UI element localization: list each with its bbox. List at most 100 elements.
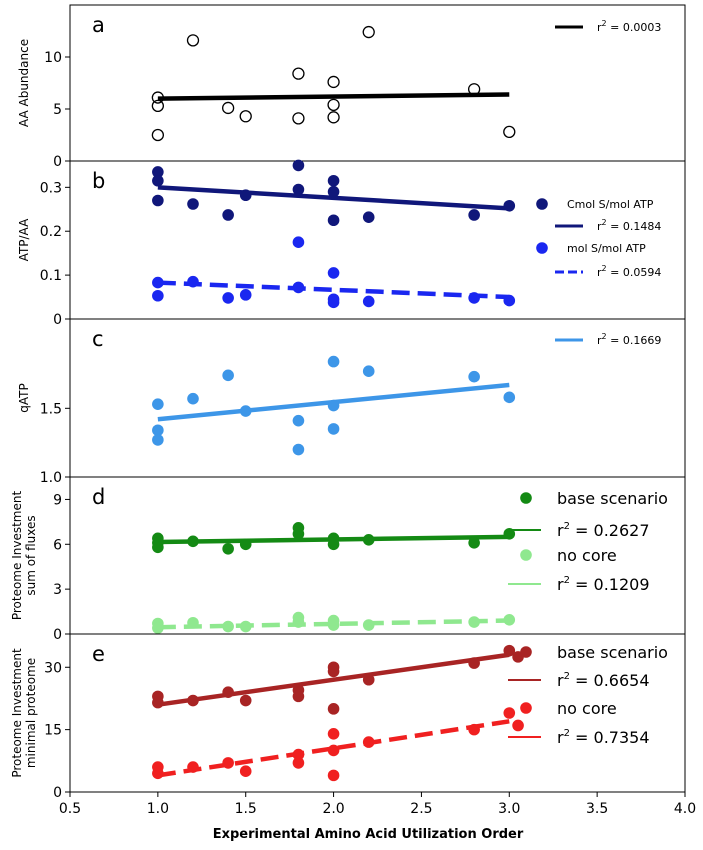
data-point xyxy=(468,209,480,221)
data-point xyxy=(327,98,340,111)
y-tick-label: 3 xyxy=(53,582,62,598)
data-point xyxy=(239,620,252,633)
data-point xyxy=(222,686,234,699)
data-point xyxy=(151,99,165,113)
data-point xyxy=(468,370,480,383)
data-point xyxy=(503,707,516,719)
y-tick-label: 30 xyxy=(44,660,62,676)
legend-r2: r2 = 0.1484 xyxy=(597,218,661,233)
y-tick-label: 10 xyxy=(44,50,62,66)
data-point xyxy=(151,91,165,104)
data-point xyxy=(222,209,234,221)
data-point xyxy=(327,619,340,631)
legend-marker xyxy=(536,198,548,210)
y-tick-label: 1.5 xyxy=(40,401,62,417)
data-point xyxy=(292,443,305,456)
data-point xyxy=(239,694,252,707)
x-tick-label: 1.5 xyxy=(235,801,257,817)
panels: 0 5 10 AA Abundance a r2 = 0.0003 0 0.1 0.2 0.3 AT… xyxy=(10,4,686,801)
panel-letter: c xyxy=(92,327,104,351)
data-point xyxy=(151,128,165,142)
data-point xyxy=(503,199,516,212)
panel-b: 0 0.1 0.2 0.3 ATP/AA b Cmol S/mol ATP r2 = 0.14… xyxy=(17,159,686,328)
data-point xyxy=(239,405,252,417)
data-point xyxy=(222,292,234,304)
legend-marker xyxy=(520,492,532,504)
data-point xyxy=(327,423,340,435)
data-point xyxy=(503,644,516,657)
y-axis-label: qATP xyxy=(17,383,31,412)
data-point xyxy=(152,276,164,289)
data-point xyxy=(152,424,164,437)
data-point xyxy=(187,761,199,773)
legend-marker xyxy=(520,646,532,658)
legend-label: base scenario xyxy=(557,489,668,508)
data-point xyxy=(152,434,164,446)
data-point xyxy=(327,174,340,187)
data-point xyxy=(187,198,199,210)
data-point xyxy=(327,769,340,782)
data-point xyxy=(503,391,516,404)
data-point xyxy=(362,295,375,308)
legend-marker xyxy=(520,702,532,714)
data-point xyxy=(327,538,340,551)
y-tick-label: 15 xyxy=(44,723,62,739)
data-point xyxy=(467,83,481,96)
x-tick-label: 2.0 xyxy=(322,801,344,817)
data-point xyxy=(239,765,252,778)
data-point xyxy=(152,174,164,187)
data-point xyxy=(327,744,340,757)
data-point xyxy=(292,183,305,196)
data-point xyxy=(327,399,340,412)
y-tick-label: 6 xyxy=(53,537,62,553)
panel-e: 0 15 30 Proteome Investment minimal proteome… xyxy=(10,633,686,801)
data-point xyxy=(512,719,524,732)
data-point xyxy=(503,125,516,139)
data-point xyxy=(152,398,164,410)
legend-r2: r2 = 0.7354 xyxy=(557,728,650,747)
data-point xyxy=(327,111,340,124)
fit-line xyxy=(157,618,510,630)
y-tick-label: 0 xyxy=(53,312,62,328)
fit-line xyxy=(157,185,510,211)
data-point xyxy=(152,194,164,207)
panel-d: 0 3 6 9 Proteome Investment sum of fluxes d bas… xyxy=(10,476,686,643)
fit-line xyxy=(157,719,510,778)
data-point xyxy=(239,110,252,123)
y-tick-label: 9 xyxy=(53,492,62,508)
data-point xyxy=(152,166,164,178)
panel-letter: e xyxy=(92,642,105,666)
data-point xyxy=(292,112,305,125)
x-tick-label: 2.5 xyxy=(410,801,432,817)
y-tick-label: 0.2 xyxy=(40,224,62,240)
data-point xyxy=(468,657,480,669)
fit-line xyxy=(157,652,510,707)
fit-line xyxy=(157,92,510,101)
data-point xyxy=(152,622,164,634)
data-point xyxy=(362,673,375,686)
data-point xyxy=(362,25,375,39)
data-point xyxy=(221,101,235,115)
data-point xyxy=(327,703,340,715)
data-point xyxy=(327,214,340,227)
legend: r2 = 0.0003 xyxy=(555,19,661,34)
data-point xyxy=(292,236,305,248)
y-axis-label: AA Abundance xyxy=(17,39,31,127)
x-tick-label: 3.0 xyxy=(498,801,520,817)
data-point xyxy=(187,275,199,288)
x-axis-label: Experimental Amino Acid Utilization Orde… xyxy=(213,827,524,842)
legend-r2: r2 = 0.0003 xyxy=(597,19,661,34)
legend: r2 = 0.1669 xyxy=(555,332,661,347)
panel-letter: b xyxy=(92,169,105,193)
data-point xyxy=(327,267,340,279)
legend-r2: r2 = 0.6654 xyxy=(557,671,650,690)
data-point xyxy=(239,189,252,202)
y-tick-label: 0.3 xyxy=(40,180,62,196)
y-axis-label: Proteome Investment xyxy=(10,491,24,621)
y-tick-label: 0 xyxy=(53,627,62,643)
legend: base scenario r2 = 0.6654 no core r2 = 0.73… xyxy=(508,643,668,747)
legend-label: mol S/mol ATP xyxy=(567,242,646,255)
data-point xyxy=(187,694,199,707)
data-point xyxy=(327,727,340,740)
